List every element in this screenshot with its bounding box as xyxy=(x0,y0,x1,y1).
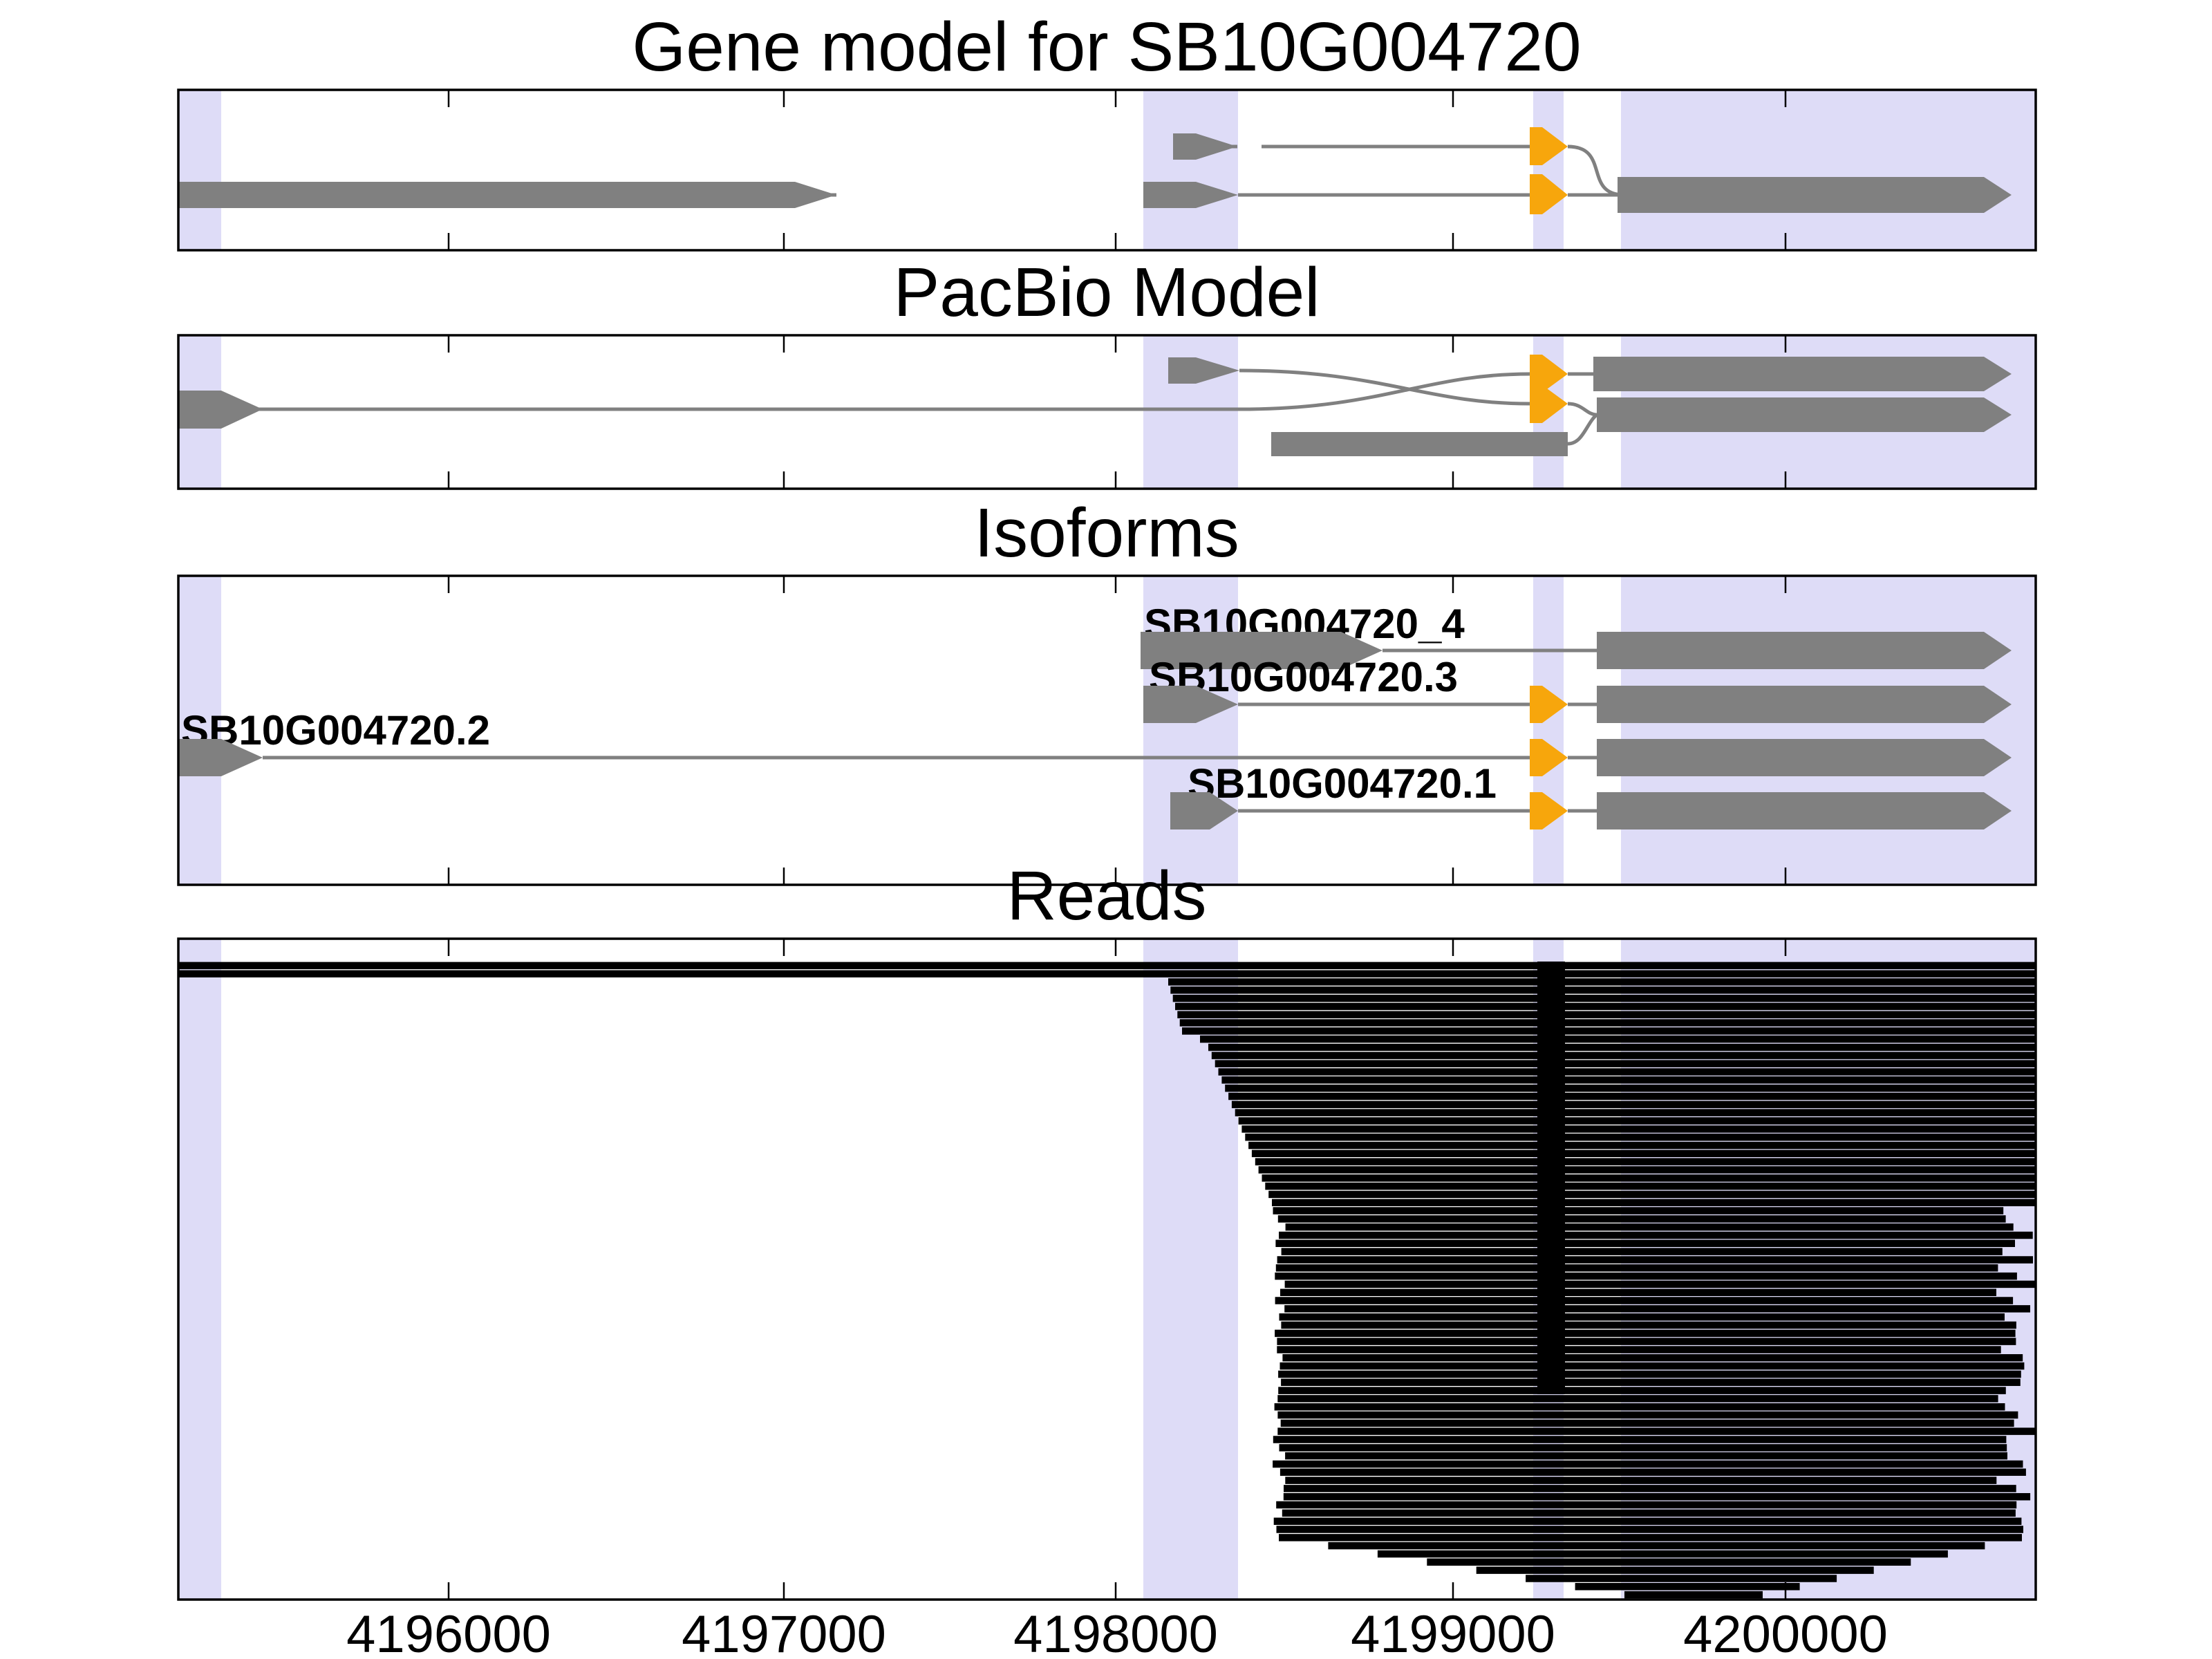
svg-text:4196000: 4196000 xyxy=(346,1605,551,1659)
svg-text:4197000: 4197000 xyxy=(682,1605,886,1659)
svg-text:PacBio Model: PacBio Model xyxy=(894,254,1320,331)
svg-text:Isoforms: Isoforms xyxy=(974,494,1239,572)
svg-text:4200000: 4200000 xyxy=(1683,1605,1888,1659)
svg-text:SB10G004720.1: SB10G004720.1 xyxy=(1188,760,1497,807)
svg-text:Gene model for SB10G004720: Gene model for SB10G004720 xyxy=(632,8,1581,86)
svg-text:Reads: Reads xyxy=(1006,857,1206,935)
svg-text:4199000: 4199000 xyxy=(1351,1605,1555,1659)
svg-text:4198000: 4198000 xyxy=(1013,1605,1218,1659)
